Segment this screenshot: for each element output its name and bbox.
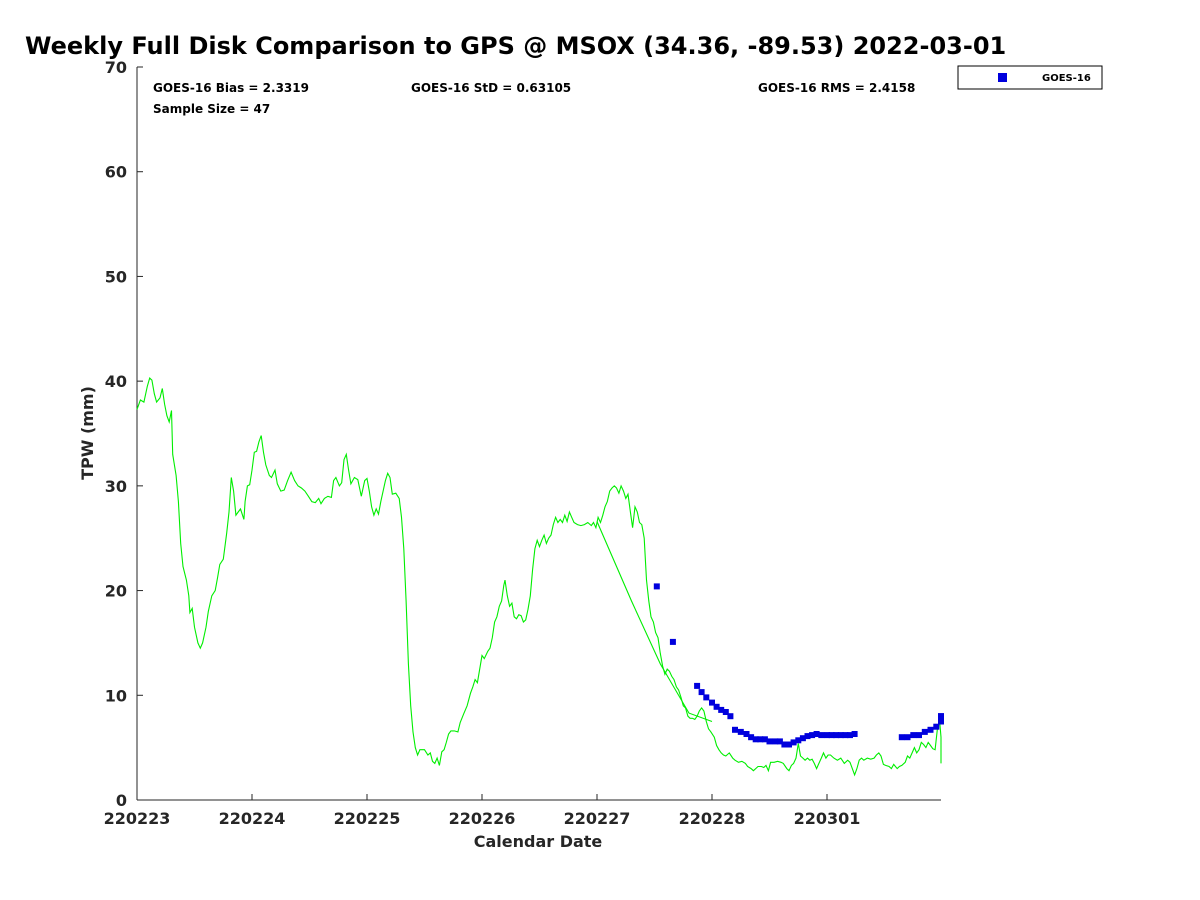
- goes16-point: [766, 738, 773, 745]
- y-tick-label: 0: [116, 791, 127, 810]
- y-axis-label: TPW (mm): [78, 386, 97, 480]
- goes16-point: [795, 737, 802, 744]
- stat-rms: GOES-16 RMS = 2.4158: [758, 81, 915, 95]
- y-tick-label: 20: [105, 582, 127, 601]
- goes16-point: [732, 726, 738, 733]
- goes16-point: [669, 638, 676, 645]
- goes16-point: [851, 731, 858, 737]
- x-tick-label: 220223: [104, 809, 171, 828]
- goes16-point: [818, 732, 825, 739]
- series-layer: [136, 376, 944, 777]
- goes16-point: [927, 726, 934, 733]
- y-tick-label: 40: [105, 372, 127, 391]
- goes16-point: [743, 731, 750, 737]
- goes16-point: [722, 709, 729, 715]
- goes16-point: [694, 682, 701, 689]
- goes16-point: [804, 733, 811, 740]
- series-line: [596, 521, 713, 723]
- goes16-point: [938, 713, 944, 720]
- y-tick-label: 30: [105, 477, 127, 496]
- goes16-point: [904, 734, 911, 741]
- goes16-point: [813, 731, 820, 737]
- stat-sample-size: Sample Size = 47: [153, 102, 270, 116]
- goes16-point: [828, 732, 835, 739]
- goes16-point: [790, 739, 797, 746]
- goes16-point: [718, 706, 725, 713]
- goes16-point: [898, 734, 905, 741]
- x-tick-label: 220225: [334, 809, 401, 828]
- y-tick-label: 60: [105, 163, 127, 182]
- goes16-point: [703, 694, 710, 701]
- goes16-point: [933, 723, 940, 730]
- y-tick-label: 10: [105, 686, 127, 705]
- goes16-point: [938, 718, 944, 725]
- x-ticks: 220223 220224 220225 220226 220227 220228 2203…: [104, 794, 861, 828]
- goes16-point: [727, 713, 734, 720]
- legend-box: [957, 65, 1103, 90]
- plot-area: 0 10 20 30 40 50 60 70 220223 220224 220225 220226…: [104, 58, 944, 828]
- goes16-point: [910, 732, 917, 739]
- goes16-point: [842, 732, 849, 739]
- legend-label-goes16: GOES-16: [1042, 73, 1091, 84]
- plot-frame: [137, 67, 941, 800]
- goes16-point: [847, 732, 853, 739]
- series-line: [136, 376, 942, 777]
- goes16-point: [799, 735, 806, 742]
- chart-title: Weekly Full Disk Comparison to GPS @ MSO…: [25, 32, 1006, 60]
- stat-bias: GOES-16 Bias = 2.3319: [153, 81, 309, 95]
- x-axis-label: Calendar Date: [474, 832, 603, 851]
- goes16-point: [752, 736, 759, 743]
- goes16-point: [824, 732, 830, 739]
- goes16-point: [757, 736, 764, 743]
- x-tick-label: 220228: [679, 809, 746, 828]
- legend-marker-goes16: [998, 73, 1007, 82]
- goes16-point: [809, 732, 816, 739]
- goes16-point: [761, 736, 768, 743]
- goes16-point: [916, 732, 922, 739]
- goes16-point: [776, 738, 783, 745]
- legend: GOES-16: [957, 65, 1103, 90]
- goes16-point: [713, 703, 720, 710]
- goes16-point: [709, 699, 715, 706]
- x-tick-label: 220301: [794, 809, 861, 828]
- goes16-point: [737, 728, 744, 735]
- stat-std: GOES-16 StD = 0.63105: [411, 81, 571, 95]
- y-tick-label: 50: [105, 267, 127, 286]
- goes16-point: [833, 732, 840, 739]
- y-ticks: 0 10 20 30 40 50 60 70: [105, 58, 143, 810]
- goes16-point: [772, 738, 779, 745]
- goes16-point: [781, 741, 788, 748]
- goes16-point: [653, 583, 660, 590]
- x-tick-label: 220226: [449, 809, 516, 828]
- x-tick-label: 220224: [219, 809, 286, 828]
- goes16-point: [786, 741, 792, 748]
- goes16-point: [748, 734, 755, 741]
- goes16-point: [837, 732, 844, 739]
- goes16-point: [921, 728, 928, 735]
- y-tick-label: 70: [105, 58, 127, 77]
- x-tick-label: 220227: [564, 809, 631, 828]
- goes16-point: [698, 689, 705, 696]
